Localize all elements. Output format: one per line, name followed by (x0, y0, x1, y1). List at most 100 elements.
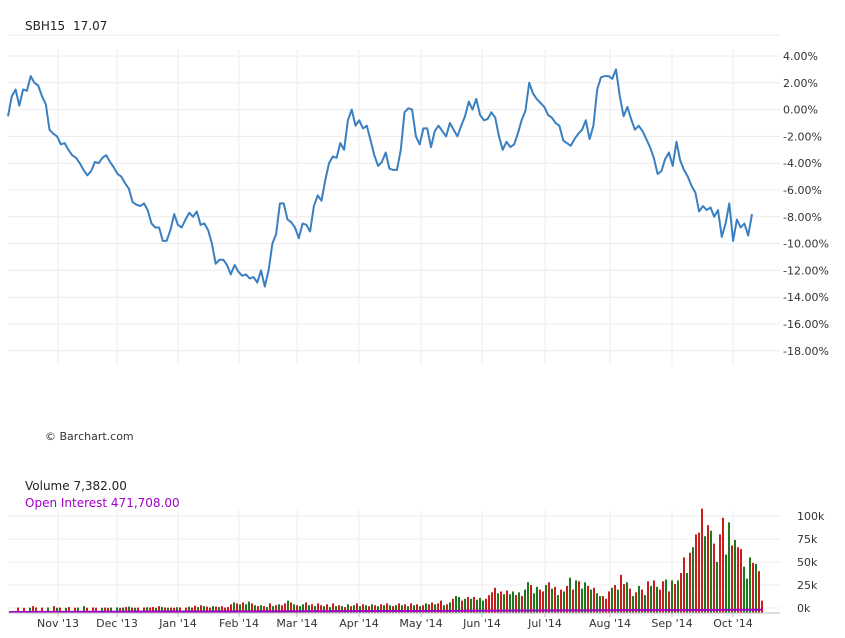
volume-bar (188, 606, 190, 613)
volume-bar (65, 607, 67, 613)
volume-bar (722, 517, 724, 613)
volume-bar (491, 592, 493, 613)
volume-bar (452, 598, 454, 613)
volume-bar (542, 591, 544, 613)
volume-bar (68, 607, 70, 613)
volume-bar (257, 606, 259, 613)
volume-bar (101, 607, 103, 613)
volume-bar (17, 607, 19, 613)
volume-bar (83, 606, 85, 613)
volume-bar (623, 584, 625, 613)
volume-bar (275, 605, 277, 613)
volume-bar (449, 602, 451, 613)
volume-bar (605, 598, 607, 613)
volume-bar (641, 589, 643, 613)
volume-bar (434, 604, 436, 613)
volume-bar (569, 577, 571, 613)
volume-bar (761, 600, 763, 613)
volume-bar (272, 606, 274, 613)
volume-bar (92, 607, 94, 613)
volume-bar (401, 605, 403, 613)
volume-bar (671, 580, 673, 613)
volume-bar (506, 590, 508, 613)
volume-bar (191, 607, 193, 613)
volume-bar (560, 589, 562, 613)
price-y-tick-label: -14.00% (783, 291, 829, 304)
volume-bar (530, 585, 532, 613)
volume-bar (584, 582, 586, 613)
x-tick-label: May '14 (399, 617, 442, 630)
price-series-line (7, 68, 753, 288)
volume-bar (119, 607, 121, 613)
volume-bar (353, 605, 355, 613)
volume-bar (590, 589, 592, 613)
volume-bar (701, 508, 703, 613)
volume-bar (416, 604, 418, 613)
volume-bar (128, 606, 130, 613)
volume-y-tick-label: 50k (797, 556, 818, 569)
volume-bar (683, 557, 685, 613)
volume-bar (413, 605, 415, 613)
volume-bar (233, 602, 235, 613)
volume-bar (425, 603, 427, 613)
volume-bar (395, 605, 397, 613)
volume-bar (227, 607, 229, 613)
volume-bar (521, 596, 523, 613)
volume-bar (536, 586, 538, 613)
volume-bar (431, 602, 433, 613)
volume-y-axis: 100k 75k 50k 25k 0k (797, 510, 825, 615)
price-grid (8, 50, 780, 365)
volume-bar (206, 606, 208, 613)
volume-bar (335, 606, 337, 613)
volume-bar (389, 605, 391, 613)
volume-bar (647, 581, 649, 613)
volume-bar (260, 605, 262, 613)
volume-bar (143, 607, 145, 613)
volume-bar (284, 603, 286, 613)
volume-bar (734, 539, 736, 613)
volume-bar (29, 607, 31, 613)
x-tick-label: Apr '14 (339, 617, 379, 630)
volume-bar (326, 604, 328, 613)
volume-bar (251, 603, 253, 613)
volume-bar (635, 592, 637, 613)
volume-bar (224, 607, 226, 613)
volume-bar (566, 585, 568, 613)
volume-bar (23, 607, 25, 613)
volume-bar (47, 607, 49, 613)
volume-bar (515, 595, 517, 613)
volume-bar (485, 598, 487, 613)
volume-bar (164, 607, 166, 613)
volume-bar (446, 604, 448, 613)
volume-bar (740, 549, 742, 613)
volume-bar (383, 605, 385, 613)
x-tick-label: Nov '13 (37, 617, 79, 630)
volume-bar (179, 607, 181, 613)
volume-bar (629, 588, 631, 613)
volume-bar (428, 604, 430, 613)
volume-bar (503, 594, 505, 613)
volume-bar (293, 604, 295, 613)
volume-bar (374, 605, 376, 613)
volume-bar (527, 582, 529, 613)
volume-bar (731, 545, 733, 613)
volume-bar (302, 604, 304, 613)
volume-bar (695, 534, 697, 613)
x-tick-label: Jul '14 (527, 617, 562, 630)
volume-bar (170, 607, 172, 613)
volume-bar (686, 573, 688, 613)
volume-bar (581, 588, 583, 613)
volume-bar (398, 603, 400, 613)
price-y-tick-label: -12.00% (783, 264, 829, 277)
volume-bar (404, 604, 406, 613)
volume-bar (173, 607, 175, 613)
price-y-tick-label: -18.00% (783, 345, 829, 358)
volume-bar (344, 607, 346, 613)
volume-bar (575, 580, 577, 613)
volume-bar (371, 604, 373, 613)
volume-bar (86, 607, 88, 613)
volume-bar (494, 587, 496, 613)
volume-bar (554, 586, 556, 613)
price-y-tick-label: -16.00% (783, 318, 829, 331)
volume-bar (209, 607, 211, 613)
